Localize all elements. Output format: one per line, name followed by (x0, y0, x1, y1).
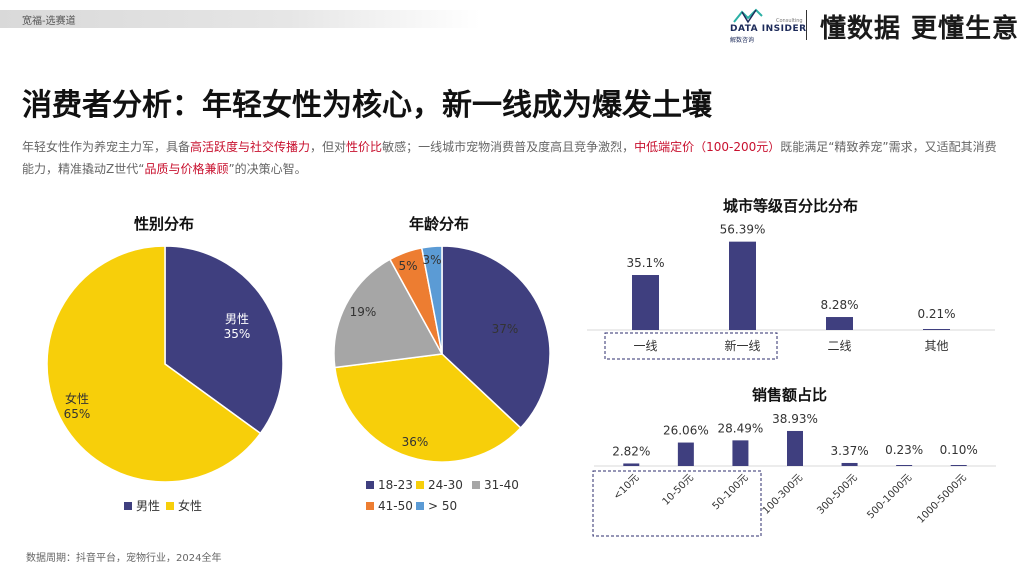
bar2-value-label-1: 56.39% (720, 223, 766, 237)
logo-subtext: 解数咨询 (730, 37, 755, 44)
bar2-bar-0 (632, 275, 659, 330)
bar3-category-label-1: 10-50元 (661, 472, 696, 507)
pie1-legend-swatch-3 (366, 502, 374, 510)
bar3-value-label-4: 3.37% (831, 444, 869, 458)
slogan: 懂数据 更懂生意 (820, 14, 1020, 44)
city-highlight-box (604, 332, 778, 360)
pie1-slice-1 (334, 353, 522, 463)
pie1-slice-4 (420, 245, 443, 355)
description: 年轻女性作为养宠主力军，具备高活跃度与社交传播力，但对性价比敏感；一线城市宠物消… (22, 136, 1007, 180)
pie1-legend-label-0: 18-23 (378, 478, 413, 492)
page-title: 消费者分析：年轻女性为核心，新一线成为爆发土壤 (22, 88, 712, 123)
pie1-legend-label-4: > 50 (428, 499, 457, 513)
city-chart-title: 城市等级百分比分布 (723, 197, 859, 215)
bar2-category-label-3: 其他 (924, 339, 948, 353)
bar3-category-label-4: 300-500元 (815, 472, 859, 516)
desc-text-5: ”的决策心智。 (228, 162, 307, 176)
pie1-slice-value-0: 37% (492, 322, 519, 336)
logo-mark-icon (733, 8, 763, 24)
data-source: 数据周期：抖音平台，宠物行业，2024全年 (26, 553, 222, 564)
pie1-legend-label-3: 41-50 (378, 499, 413, 513)
desc-highlight-2: 性价比 (346, 140, 383, 154)
bar2-category-label-1: 新一线 (724, 338, 760, 353)
pie1-slice-2 (333, 258, 444, 369)
bar2-category-label-2: 二线 (827, 339, 851, 353)
pie1-legend-swatch-4 (416, 502, 424, 510)
pie0-legend-swatch-0 (124, 502, 132, 510)
pie1-legend-label-1: 24-30 (428, 478, 463, 492)
bar3-category-label-3: 100-300元 (761, 472, 805, 516)
bar2-value-label-2: 8.28% (820, 298, 858, 312)
bar3-value-label-1: 26.06% (663, 424, 709, 438)
desc-text-1: 年轻女性作为养宠主力军，具备 (22, 140, 191, 154)
bar2-bar-2 (826, 317, 853, 330)
bar3-category-label-2: 50-100元 (711, 472, 751, 512)
top-bar: 宽福-选赛道 (0, 10, 480, 28)
pie1-slice-0 (441, 245, 551, 429)
pie1-legend-swatch-1 (416, 481, 424, 489)
logo-text: DATA INSIDER (730, 24, 807, 34)
pie1-legend-label-2: 31-40 (484, 478, 519, 492)
bar3-value-label-3: 38.93% (772, 412, 818, 426)
bar3-value-label-0: 2.82% (612, 444, 650, 458)
age-chart-title: 年龄分布 (409, 215, 470, 233)
bar3-bar-0 (623, 463, 640, 466)
pie1-slice-value-1: 36% (402, 435, 429, 449)
desc-highlight-3: 中低端定价（100-200元） (634, 140, 781, 154)
data-insider-logo: Consulting DATA INSIDER 解数咨询 (728, 8, 806, 44)
pie1-legend-swatch-0 (366, 481, 374, 489)
pie0-legend-label-0: 男性 (136, 499, 160, 513)
desc-highlight-1: 高活跃度与社交传播力 (190, 140, 311, 154)
pie0-slice-0 (164, 245, 284, 435)
bar2-value-label-3: 0.21% (917, 307, 955, 321)
bar3-value-label-2: 28.49% (718, 421, 764, 435)
sales-highlight-box (592, 470, 762, 537)
bar3-category-label-6: 1000-5000元 (915, 472, 968, 525)
bar3-bar-1 (677, 442, 694, 466)
pie1-slice-value-2: 19% (350, 305, 377, 319)
bar3-value-label-6: 0.10% (940, 443, 978, 457)
bar2-category-label-0: 一线 (633, 339, 657, 353)
pie0-slice-label-0: 男性 (225, 312, 249, 326)
bar3-value-label-5: 0.23% (885, 443, 923, 457)
pie1-slice-value-4: 3% (422, 253, 441, 267)
bar3-bar-2 (732, 440, 749, 466)
pie0-slice-value-0: 35% (224, 327, 251, 341)
pie0-slice-value-1: 65% (64, 407, 91, 421)
pie0-slice-1 (46, 245, 262, 483)
gender-chart-title: 性别分布 (134, 215, 195, 233)
desc-text-3: 敏感；一线城市宠物消费普及度高且竞争激烈， (382, 140, 635, 154)
logo-small-text: Consulting (776, 18, 803, 24)
desc-text-4: 既能满足“精致养宠”需求，又适配其消费能力，精准撬动Z世代“ (22, 140, 997, 176)
sales-chart-title: 销售额占比 (752, 386, 828, 404)
desc-highlight-4: 品质与价格兼顾 (144, 162, 229, 176)
header-divider (806, 10, 807, 40)
bar3-bar-5 (896, 465, 913, 466)
pie0-legend-swatch-1 (166, 502, 174, 510)
desc-text-2: ，但对 (310, 140, 347, 154)
bar3-category-label-5: 500-1000元 (865, 472, 914, 521)
bar2-value-label-0: 35.1% (626, 256, 664, 270)
pie0-legend-label-1: 女性 (178, 498, 202, 513)
bar2-bar-1 (729, 241, 756, 330)
breadcrumb: 宽福-选赛道 (22, 16, 76, 27)
pie1-slice-value-3: 5% (398, 259, 417, 273)
bar3-bar-6 (950, 465, 967, 466)
pie1-legend-swatch-2 (472, 481, 480, 489)
pie0-slice-label-1: 女性 (65, 391, 89, 406)
bar2-bar-3 (923, 329, 950, 330)
bar3-bar-4 (841, 462, 858, 466)
bar3-category-label-0: <10元 (612, 472, 642, 502)
bar3-bar-3 (787, 430, 803, 466)
